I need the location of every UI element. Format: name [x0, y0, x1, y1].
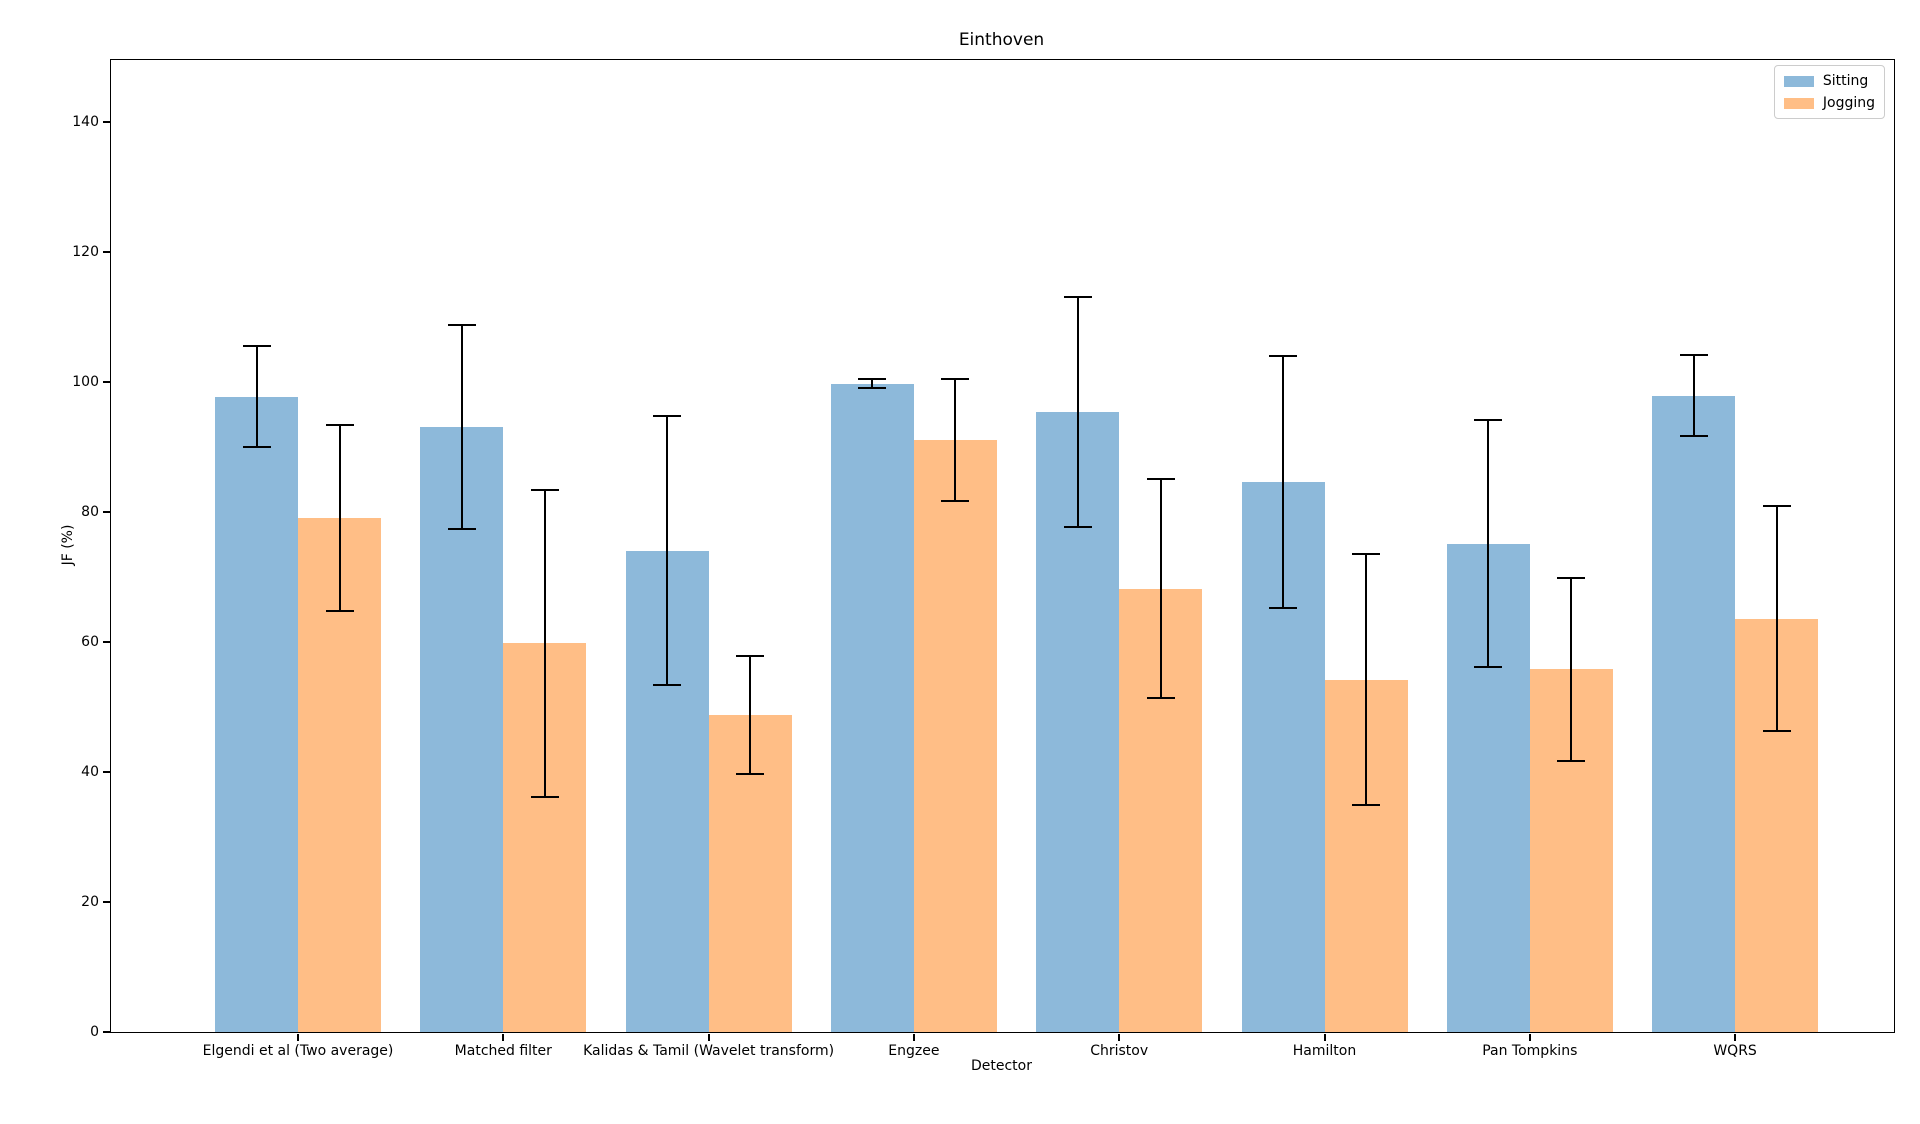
- y-tick-label-1: 20: [81, 893, 99, 910]
- error-bar-cap-bottom-jogging-2: [736, 772, 765, 775]
- y-tick-label-2: 40: [81, 763, 99, 780]
- error-bar-line-jogging-7: [1775, 506, 1778, 731]
- error-bar-cap-top-jogging-6: [1557, 576, 1586, 579]
- y-tick-label-6: 120: [72, 243, 99, 260]
- error-bar-cap-bottom-sitting-4: [1063, 526, 1092, 529]
- legend-label: Jogging: [1822, 95, 1875, 111]
- x-tick-mark: [1323, 1033, 1326, 1041]
- error-bar-line-sitting-3: [871, 379, 874, 389]
- error-bar-line-sitting-0: [255, 346, 258, 448]
- error-bar-cap-bottom-jogging-1: [530, 795, 559, 798]
- error-bar-cap-top-sitting-4: [1063, 296, 1092, 299]
- x-tick-label-1: Matched filter: [454, 1043, 552, 1059]
- y-axis-label: JF (%): [60, 524, 76, 566]
- x-tick-label-2: Kalidas & Tamil (Wavelet transform): [583, 1043, 835, 1059]
- x-tick-mark: [1734, 1033, 1737, 1041]
- error-bar-cap-bottom-sitting-7: [1679, 435, 1708, 438]
- error-bar-cap-top-sitting-7: [1679, 353, 1708, 356]
- error-bar-cap-top-sitting-5: [1269, 354, 1297, 357]
- error-bar-cap-bottom-sitting-2: [653, 684, 682, 687]
- x-tick-label-3: Engzee: [888, 1043, 940, 1059]
- x-axis-label: Detector: [970, 1058, 1032, 1074]
- y-tick-mark: [102, 1031, 110, 1033]
- error-bar-cap-top-sitting-6: [1474, 419, 1503, 422]
- legend-swatch-icon: [1783, 75, 1814, 87]
- error-bar-line-jogging-6: [1570, 577, 1573, 761]
- error-bar-cap-bottom-jogging-5: [1352, 804, 1380, 807]
- bar-sitting-0: [215, 396, 298, 1032]
- error-bar-line-jogging-3: [954, 379, 957, 502]
- error-bar-cap-top-jogging-4: [1146, 477, 1175, 480]
- error-bar-cap-bottom-jogging-6: [1557, 759, 1586, 762]
- error-bar-line-sitting-7: [1692, 354, 1695, 437]
- error-bar-cap-bottom-sitting-3: [858, 387, 887, 390]
- error-bar-cap-bottom-sitting-5: [1269, 607, 1297, 610]
- error-bar-cap-top-sitting-2: [653, 415, 682, 418]
- plot-area: 0 20 40 60 80 100 120 140 Elgendi et al (Two ave…: [72, 59, 1895, 1058]
- x-tick-mark: [297, 1033, 299, 1041]
- x-tick-label-5: Hamilton: [1292, 1043, 1357, 1059]
- x-tick-mark: [1528, 1033, 1531, 1041]
- error-bar-cap-top-sitting-1: [447, 323, 476, 326]
- x-tick-mark: [912, 1033, 915, 1041]
- error-bar-line-sitting-1: [460, 324, 463, 529]
- y-tick-mark: [102, 510, 110, 513]
- legend-label: Sitting: [1822, 73, 1869, 89]
- bar-sitting-3: [830, 383, 914, 1032]
- error-bar-cap-top-jogging-5: [1352, 553, 1380, 556]
- y-tick-label-3: 60: [81, 633, 99, 650]
- error-bar-cap-bottom-jogging-3: [941, 500, 970, 503]
- legend-item-sitting: Sitting: [1783, 73, 1875, 89]
- error-bar-cap-top-jogging-3: [941, 378, 970, 381]
- y-tick-label-7: 140: [72, 113, 99, 130]
- legend: Sitting Jogging: [1773, 65, 1885, 119]
- legend-swatch-icon: [1783, 97, 1814, 109]
- bar-jogging-3: [913, 440, 997, 1032]
- x-tick-label-0: Elgendi et al (Two average): [202, 1043, 394, 1059]
- x-tick-label-6: Pan Tompkins: [1482, 1043, 1578, 1059]
- error-bar-cap-top-jogging-0: [325, 423, 354, 426]
- error-bar-cap-bottom-jogging-7: [1762, 729, 1791, 732]
- x-tick-mark: [502, 1033, 505, 1041]
- error-bar-line-jogging-1: [543, 489, 546, 797]
- y-tick-label-0: 0: [90, 1024, 99, 1040]
- legend-item-jogging: Jogging: [1783, 95, 1875, 111]
- error-bar-cap-bottom-jogging-4: [1146, 697, 1175, 700]
- error-bar-cap-top-jogging-2: [736, 654, 765, 657]
- error-bar-line-sitting-5: [1282, 355, 1284, 609]
- x-tick-label-7: WQRS: [1713, 1043, 1757, 1059]
- y-tick-label-4: 80: [81, 503, 99, 520]
- y-tick-mark: [102, 250, 110, 253]
- error-bar-cap-top-jogging-1: [530, 488, 559, 491]
- error-bar-line-sitting-2: [666, 416, 669, 686]
- bar-sitting-7: [1652, 395, 1736, 1032]
- error-bar-line-jogging-0: [338, 424, 341, 611]
- error-bar-cap-bottom-sitting-1: [447, 527, 476, 530]
- y-tick-mark: [102, 120, 110, 123]
- x-tick-label-4: Christov: [1090, 1043, 1149, 1059]
- error-bar-line-jogging-4: [1159, 478, 1162, 699]
- y-tick-label-5: 100: [72, 373, 99, 390]
- y-tick-mark: [102, 640, 110, 643]
- chart-title: Einthoven: [958, 30, 1045, 50]
- error-bar-line-jogging-2: [749, 655, 752, 774]
- x-tick-mark: [1118, 1033, 1121, 1041]
- y-tick-mark: [102, 900, 110, 903]
- error-bar-cap-top-sitting-0: [242, 345, 271, 348]
- error-bar-line-sitting-4: [1076, 297, 1079, 528]
- x-tick-mark: [707, 1033, 710, 1041]
- error-bar-cap-bottom-jogging-0: [325, 609, 354, 612]
- error-bar-line-sitting-6: [1487, 420, 1490, 668]
- y-tick-mark: [102, 770, 110, 773]
- error-bar-cap-top-sitting-3: [858, 378, 887, 381]
- error-bar-cap-bottom-sitting-6: [1474, 666, 1503, 669]
- error-bar-cap-top-jogging-7: [1762, 505, 1791, 507]
- error-bar-line-jogging-5: [1365, 554, 1367, 806]
- error-bar-cap-bottom-sitting-0: [242, 446, 271, 449]
- y-tick-mark: [102, 380, 110, 383]
